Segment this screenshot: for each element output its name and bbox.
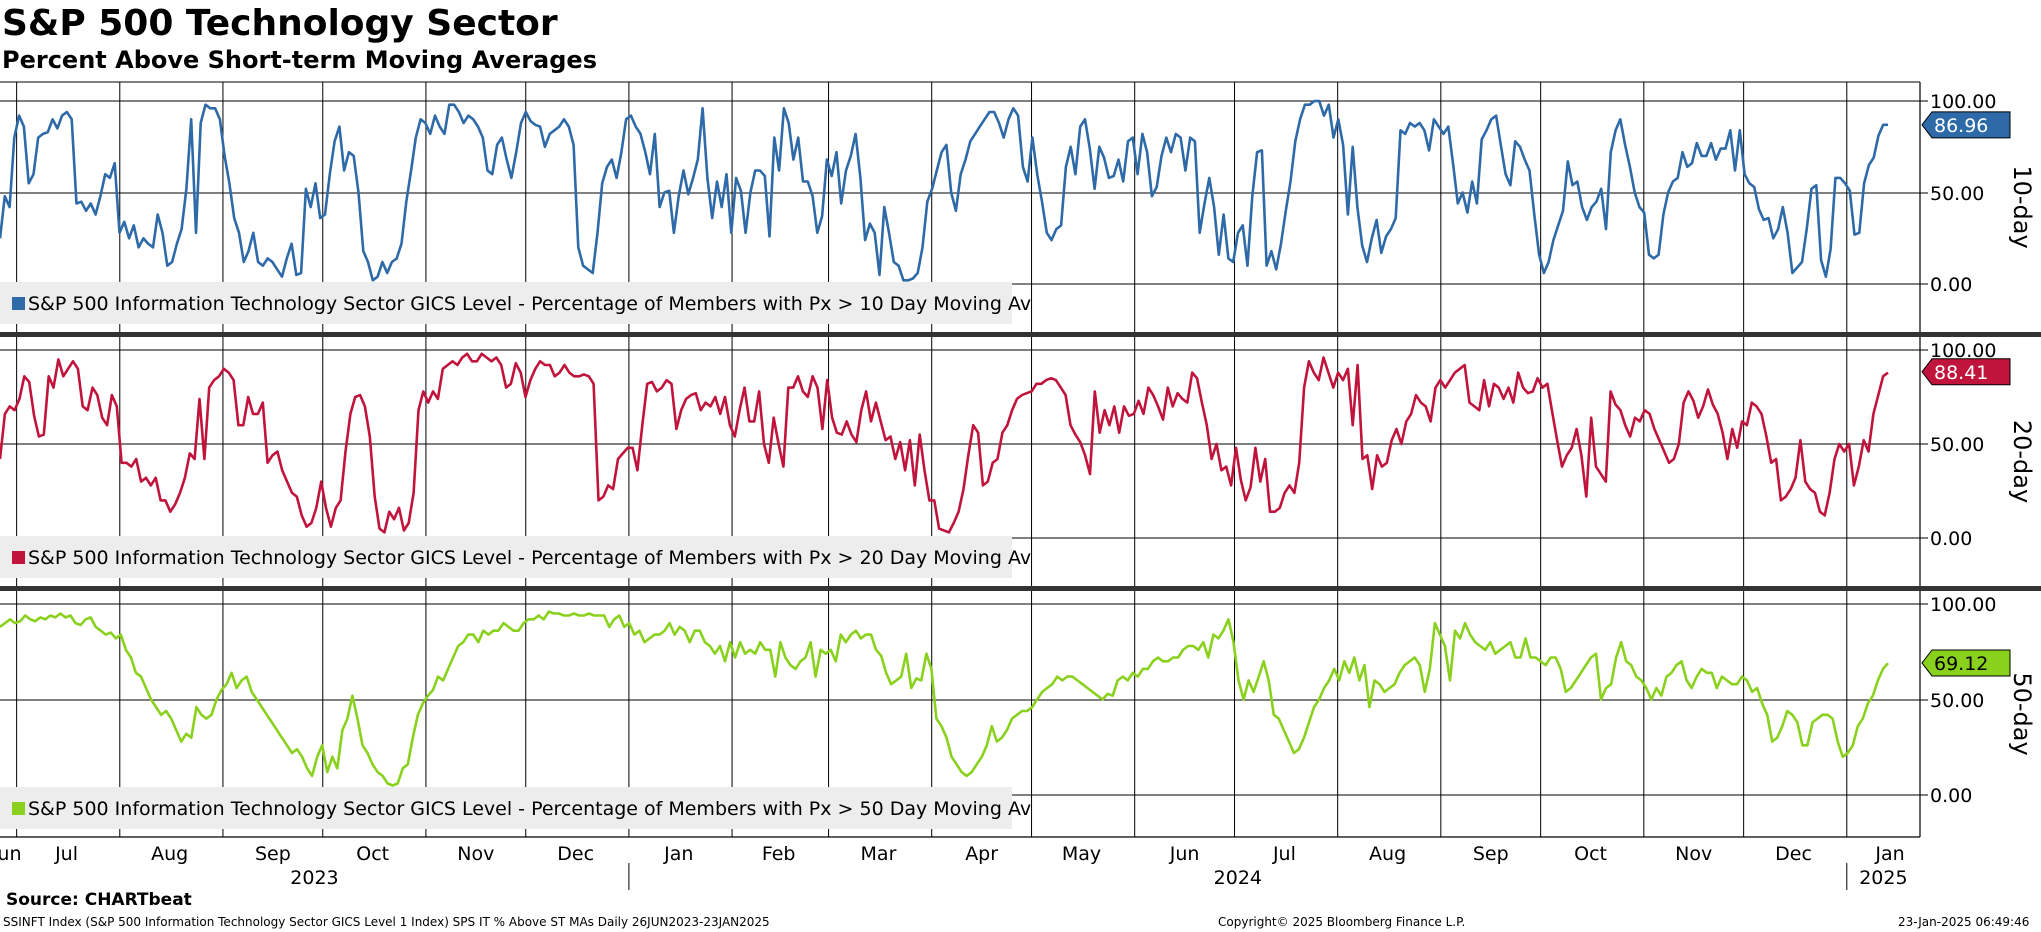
x-month-label: Dec (1775, 843, 1812, 865)
x-month-label: Aug (151, 843, 188, 865)
panel-separator (0, 586, 2041, 591)
y-tick-label: 50.00 (1930, 690, 1984, 712)
y-tick-label: 100.00 (1930, 91, 1996, 113)
x-month-label: Oct (1574, 843, 1607, 865)
last-value-badge (1921, 358, 2011, 386)
x-month-label: Jul (1272, 843, 1296, 865)
x-month-label: May (1062, 843, 1101, 865)
legend-box (0, 536, 1012, 578)
last-value-badge (1921, 649, 2011, 677)
legend-swatch (12, 297, 25, 310)
panel-50-day: 100.00 50.00 0.00 50-day 69.12 S&P 500 Inform… (0, 591, 2036, 837)
y-tick-label: 50.00 (1930, 434, 1984, 456)
last-value-tag: 86.96 (1921, 111, 2011, 139)
last-value-badge (1921, 111, 2011, 139)
panel-separator (0, 332, 2041, 337)
legend-box (0, 282, 1012, 324)
legend-label: S&P 500 Information Technology Sector GI… (28, 293, 1031, 315)
legend-swatch (12, 551, 25, 564)
panel-axis-label: 10-day (2008, 165, 2036, 248)
x-month-label: Nov (1675, 843, 1712, 865)
last-value-label: 69.12 (1934, 653, 1988, 675)
last-value-tag: 88.41 (1921, 358, 2011, 386)
x-month-label: Jul (54, 843, 78, 865)
x-month-label: Jun (1169, 843, 1200, 865)
timestamp: 23-Jan-2025 06:49:46 (1898, 915, 2030, 929)
series-line-10-day (0, 99, 1888, 282)
y-tick-label: 100.00 (1930, 340, 1996, 362)
x-month-label: Oct (356, 843, 389, 865)
x-month-label: Jan (663, 843, 693, 865)
x-month-label: Jan (1874, 843, 1904, 865)
x-month-label: Feb (762, 843, 796, 865)
y-tick-label: 100.00 (1930, 594, 1996, 616)
x-month-label: Dec (557, 843, 594, 865)
x-month-label: Nov (457, 843, 494, 865)
last-value-tag: 69.12 (1921, 649, 2011, 677)
y-tick-label: 0.00 (1930, 274, 1972, 296)
chart-subtitle: Percent Above Short-term Moving Averages (2, 46, 597, 74)
legend-swatch (12, 802, 25, 815)
copyright-notice: Copyright© 2025 Bloomberg Finance L.P. (1218, 915, 1466, 929)
x-year-label: 2023 (290, 867, 338, 889)
y-tick-label: 0.00 (1930, 528, 1972, 550)
legend-label: S&P 500 Information Technology Sector GI… (28, 798, 1031, 820)
series-line-20-day (0, 352, 1889, 534)
legend-label: S&P 500 Information Technology Sector GI… (28, 547, 1031, 569)
panel-axis-label: 20-day (2008, 420, 2036, 503)
ticker-info: SSINFT Index (S&P 500 Information Techno… (3, 915, 770, 929)
panel-axis-label: 50-day (2008, 672, 2036, 755)
chart-title: S&P 500 Technology Sector (2, 3, 558, 44)
last-value-label: 86.96 (1934, 115, 1988, 137)
panel-20-day: 100.00 50.00 0.00 20-day 88.41 S&P 500 Inform… (0, 337, 2036, 586)
x-year-label: 2025 (1859, 867, 1907, 889)
x-month-label: Mar (861, 843, 897, 865)
x-month-label: Jun (0, 843, 21, 865)
source-label: Source: CHARTbeat (6, 890, 192, 910)
x-month-label: Sep (1473, 843, 1509, 865)
x-year-label: 2024 (1214, 867, 1262, 889)
x-month-label: Apr (965, 843, 998, 865)
panel-10-day: 100.00 50.00 0.00 10-day 86.96 S&P 500 Inform… (0, 82, 2036, 332)
legend-box (0, 787, 1012, 829)
last-value-label: 88.41 (1934, 362, 1988, 384)
x-month-label: Aug (1369, 843, 1406, 865)
y-tick-label: 50.00 (1930, 183, 1984, 205)
series-line-50-day (0, 610, 1889, 787)
x-month-label: Sep (255, 843, 291, 865)
y-tick-label: 0.00 (1930, 785, 1972, 807)
